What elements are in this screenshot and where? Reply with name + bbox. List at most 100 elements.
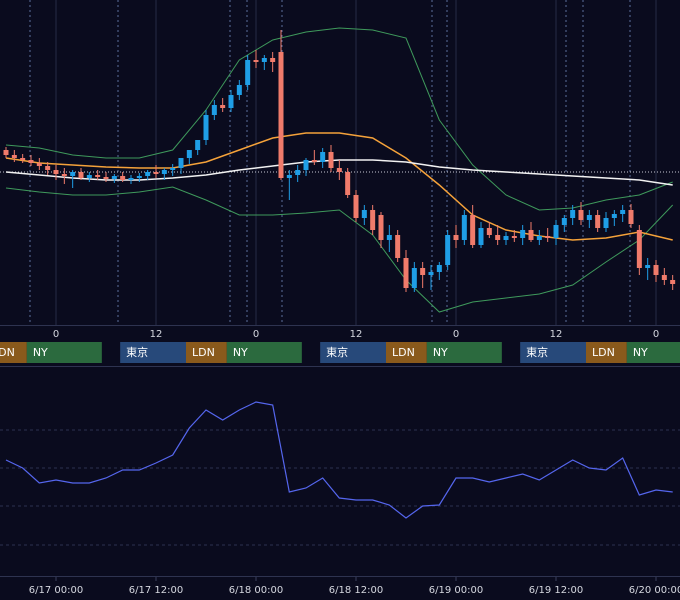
candle-body xyxy=(286,175,292,178)
x-tick-label: 0 xyxy=(653,329,659,340)
x-tick-label: 12 xyxy=(150,329,163,340)
candle-body xyxy=(328,152,334,168)
candle-body xyxy=(3,150,9,155)
candle-body xyxy=(586,215,592,220)
session-label: NY xyxy=(33,346,48,359)
candle-body xyxy=(636,230,642,268)
candle-body xyxy=(628,210,634,224)
candle-body xyxy=(220,105,226,108)
x-tick-label: 6/18 12:00 xyxy=(329,585,383,596)
session-block xyxy=(586,342,627,363)
candle-body xyxy=(45,166,51,170)
candle-body xyxy=(545,236,551,238)
candle-body xyxy=(370,210,376,230)
candle-body xyxy=(236,85,242,95)
session-label: NY xyxy=(433,346,448,359)
candle-body xyxy=(403,258,409,288)
x-tick-label: 12 xyxy=(350,329,363,340)
candle-body xyxy=(11,155,17,158)
candle-body xyxy=(520,230,526,238)
candle-body xyxy=(670,280,676,284)
x-tick-label: 6/19 12:00 xyxy=(529,585,583,596)
candle-body xyxy=(228,95,234,108)
session-block xyxy=(120,342,186,363)
candle-body xyxy=(595,215,601,228)
x-tick-label: 0 xyxy=(253,329,259,340)
overlay-line xyxy=(5,132,673,241)
candle-body xyxy=(395,235,401,258)
candle-body xyxy=(611,214,617,218)
x-tick-label: 6/19 00:00 xyxy=(429,585,483,596)
candle-body xyxy=(570,210,576,218)
session-block xyxy=(626,342,680,363)
candle-body xyxy=(653,265,659,275)
candle-body xyxy=(345,172,351,195)
candle-body xyxy=(203,115,209,140)
session-block xyxy=(26,342,102,363)
x-tick-label: 0 xyxy=(453,329,459,340)
candle-body xyxy=(528,230,534,240)
candle-body xyxy=(186,150,192,158)
candle-body xyxy=(361,210,367,218)
candle-body xyxy=(503,236,509,240)
session-label: NY xyxy=(233,346,248,359)
candle-body xyxy=(553,225,559,238)
session-block xyxy=(520,342,586,363)
candle-body xyxy=(136,176,142,178)
candle-body xyxy=(20,158,26,160)
candle-body xyxy=(53,170,59,174)
candle-body xyxy=(70,172,76,176)
candle-body xyxy=(445,235,451,265)
candle-body xyxy=(578,210,584,220)
candle-body xyxy=(436,265,442,272)
x-tick-label: 12 xyxy=(550,329,563,340)
candle-body xyxy=(478,228,484,245)
session-label: LDN xyxy=(392,346,415,359)
candle-body xyxy=(645,265,651,268)
candle-body xyxy=(295,170,301,175)
x-tick-label: 6/17 00:00 xyxy=(29,585,83,596)
candle-body xyxy=(211,105,217,115)
candle-body xyxy=(511,236,517,238)
overlay-line xyxy=(5,186,674,313)
candle-body xyxy=(495,235,501,240)
candle-body xyxy=(311,160,317,162)
candle-body xyxy=(195,140,201,150)
session-label: LDN xyxy=(0,346,15,359)
session-label: NY xyxy=(633,346,648,359)
candle-body xyxy=(353,195,359,218)
candle-body xyxy=(278,52,284,178)
candle-body xyxy=(86,175,92,178)
candle-body xyxy=(420,268,426,275)
candle-body xyxy=(245,60,251,85)
x-tick-label: 6/20 00:00 xyxy=(629,585,680,596)
candle-body xyxy=(336,168,342,172)
candle-body xyxy=(128,178,134,180)
candle-body xyxy=(428,272,434,275)
candle-body xyxy=(470,215,476,245)
candle-body xyxy=(386,235,392,240)
candle-body xyxy=(153,172,159,174)
candle-body xyxy=(320,152,326,162)
x-tick-label: 6/17 12:00 xyxy=(129,585,183,596)
candle-body xyxy=(620,210,626,214)
candle-body xyxy=(253,60,259,62)
session-label: LDN xyxy=(192,346,215,359)
session-block xyxy=(0,342,27,363)
x-tick-label: 6/18 00:00 xyxy=(229,585,283,596)
candle-body xyxy=(461,215,467,240)
session-block xyxy=(426,342,502,363)
candle-body xyxy=(453,235,459,240)
candle-body xyxy=(103,177,109,179)
session-label: 東京 xyxy=(526,345,548,359)
candle-body xyxy=(303,160,309,170)
candle-body xyxy=(61,174,67,176)
candle-body xyxy=(145,172,151,176)
candle-body xyxy=(78,172,84,178)
candle-body xyxy=(261,58,267,62)
candle-body xyxy=(161,170,167,174)
candle-body xyxy=(411,268,417,288)
